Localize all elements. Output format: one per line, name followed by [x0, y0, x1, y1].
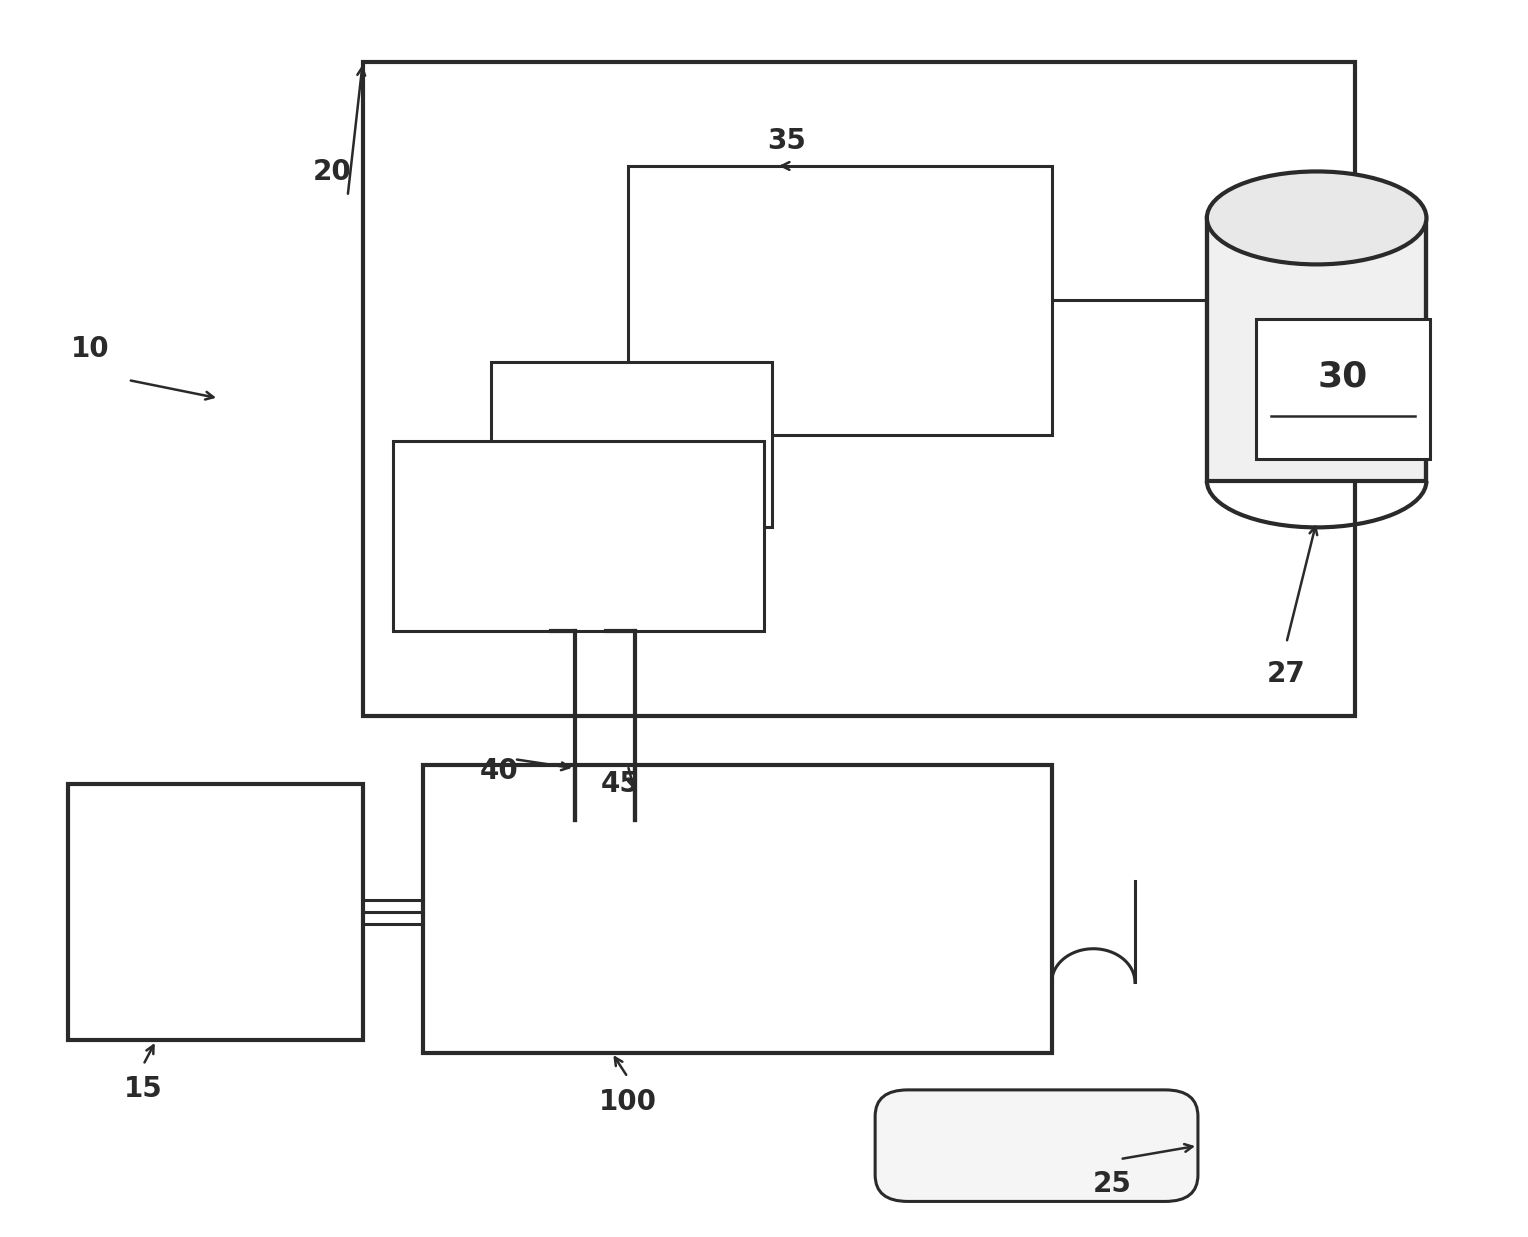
Text: 35: 35	[767, 127, 807, 156]
Text: 40: 40	[480, 757, 518, 785]
Text: 25: 25	[1093, 1169, 1132, 1197]
Bar	[628, 166, 1051, 435]
Text: 45: 45	[601, 769, 640, 798]
Bar	[1256, 319, 1430, 459]
Text: 30: 30	[1319, 360, 1368, 393]
Bar	[492, 361, 772, 527]
Text: 100: 100	[599, 1087, 657, 1116]
Text: 10: 10	[70, 335, 110, 364]
Bar	[67, 783, 362, 1040]
Bar	[1207, 218, 1427, 481]
Text: 20: 20	[313, 158, 351, 186]
Bar	[423, 766, 1051, 1053]
Text: 15: 15	[124, 1075, 162, 1103]
Bar	[393, 442, 764, 631]
Text: 27: 27	[1267, 659, 1306, 688]
Bar	[362, 62, 1354, 716]
Ellipse shape	[1207, 172, 1427, 265]
FancyBboxPatch shape	[876, 1090, 1198, 1201]
